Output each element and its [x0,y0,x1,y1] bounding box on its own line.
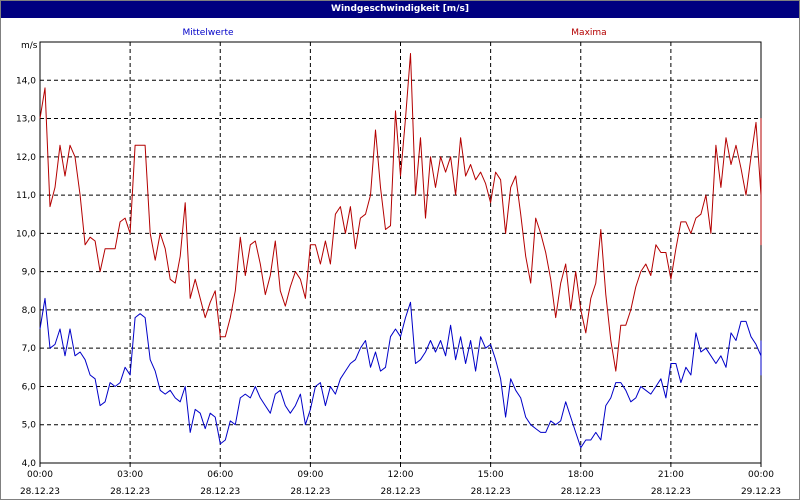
x-tick-time: 06:00 [207,470,233,480]
x-tick-time: 18:00 [568,470,594,480]
grid-lines [40,42,761,464]
y-tick-label: 4,0 [22,459,37,469]
x-tick-date: 28.12.23 [561,487,601,497]
y-tick-label: 14,0 [16,76,36,86]
x-tick-date: 28.12.23 [651,487,691,497]
y-axis-ticks: 4,0 5,0 6,0 7,0 8,0 9,0 10,0 11,0 12,0 13,0 14,0 [16,76,36,469]
series-line-mittelwerte [39,297,762,449]
series-line-maxima [39,53,762,372]
y-tick-label: 8,0 [22,306,37,316]
series-lines [39,53,762,449]
y-tick-label: 7,0 [22,344,37,354]
x-tick-time: 09:00 [297,470,323,480]
x-tick-date: 28.12.23 [380,487,420,497]
legend-maxima: Maxima [571,28,606,38]
x-axis-ticks: 00:00 28.12.23 03:00 28.12.23 06:00 28.12.23 0… [20,463,781,497]
x-tick-time: 21:00 [658,470,684,480]
x-tick-time: 12:00 [388,470,414,480]
x-tick-date: 28.12.23 [200,487,240,497]
y-tick-label: 5,0 [22,421,37,431]
x-tick-time: 15:00 [478,470,504,480]
y-tick-label: 11,0 [16,191,36,201]
y-axis-label: m/s [21,41,38,51]
x-tick-time: 00:00 [748,470,774,480]
window-title: Windgeschwindigkeit [m/s] [1,1,799,18]
y-tick-label: 12,0 [16,153,36,163]
x-tick-time: 00:00 [27,470,53,480]
x-tick-date: 28.12.23 [471,487,511,497]
x-tick-date: 28.12.23 [290,487,330,497]
y-tick-label: 6,0 [22,382,37,392]
y-tick-label: 13,0 [16,115,36,125]
y-tick-label: 9,0 [22,268,37,278]
x-tick-date: 28.12.23 [20,487,60,497]
y-tick-label: 10,0 [16,229,36,239]
x-tick-time: 03:00 [117,470,143,480]
legend-mittelwerte: Mittelwerte [182,28,233,38]
x-tick-date: 29.12.23 [741,487,781,497]
x-tick-date: 28.12.23 [110,487,150,497]
